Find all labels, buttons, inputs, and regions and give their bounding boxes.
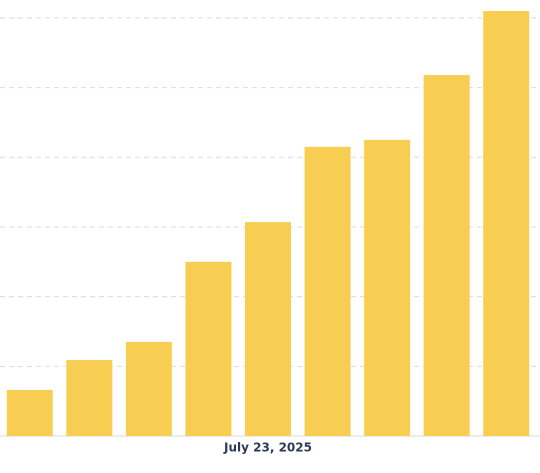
- bar: [364, 139, 411, 436]
- bar: [6, 390, 53, 436]
- bar: [185, 261, 232, 436]
- bar: [423, 75, 470, 436]
- bar: [245, 222, 291, 436]
- bar: [125, 341, 172, 436]
- bar: [304, 146, 351, 436]
- bar: [66, 360, 113, 436]
- x-tick-label: July 23, 2025: [223, 441, 312, 455]
- bar: [483, 10, 530, 436]
